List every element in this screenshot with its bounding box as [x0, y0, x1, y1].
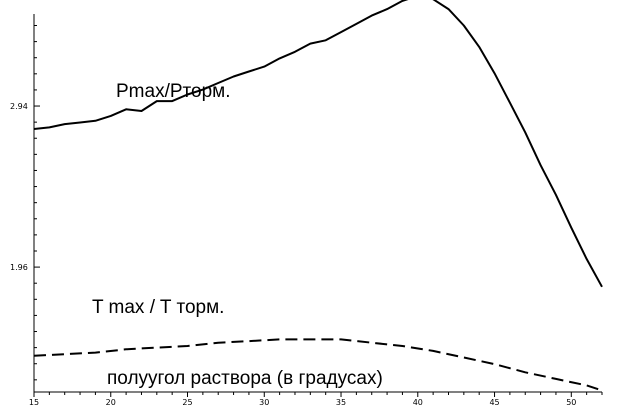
x-tick-label: 50: [566, 398, 576, 407]
axes: 15 20 25 30 35 40 45 50 1.96 2.94: [10, 14, 603, 407]
x-tick-label: 20: [106, 398, 116, 407]
series-line-p-ratio: [33, 0, 603, 288]
y-tick-label: 2.94: [10, 102, 28, 111]
x-tick-label: 30: [259, 398, 269, 407]
x-tick-label: 35: [336, 398, 346, 407]
annotation-x-caption: полуугол раствора (в градусах): [107, 368, 383, 389]
x-tick-label: 25: [182, 398, 192, 407]
x-tick-label: 45: [489, 398, 499, 407]
annotations: Pmax/Pторм. T max / T торм. полуугол рас…: [92, 81, 383, 389]
annotation-p-label: Pmax/Pторм.: [116, 81, 230, 102]
series-layer: [33, 0, 603, 392]
annotation-t-label: T max / T торм.: [92, 297, 224, 318]
series-line-t-ratio: [33, 338, 603, 392]
x-tick-label: 15: [29, 398, 39, 407]
y-tick-label: 1.96: [10, 263, 28, 272]
x-tick-label: 40: [413, 398, 423, 407]
